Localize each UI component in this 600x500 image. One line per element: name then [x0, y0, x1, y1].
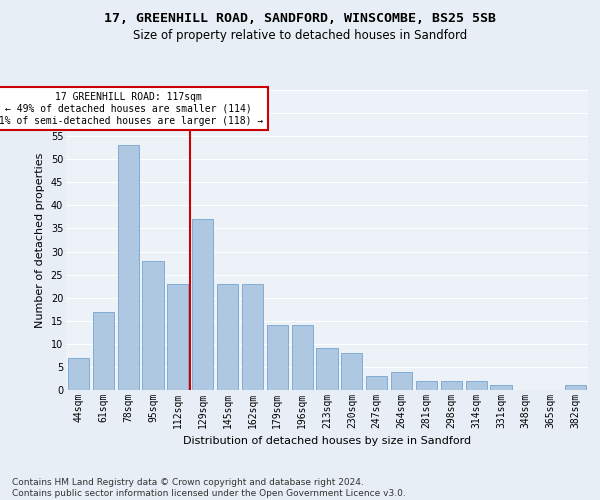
Bar: [490, 386, 512, 390]
Y-axis label: Number of detached properties: Number of detached properties: [35, 152, 45, 328]
Bar: [118, 146, 139, 390]
Text: 17 GREENHILL ROAD: 117sqm
← 49% of detached houses are smaller (114)
51% of semi: 17 GREENHILL ROAD: 117sqm ← 49% of detac…: [0, 92, 263, 126]
Text: 17, GREENHILL ROAD, SANDFORD, WINSCOMBE, BS25 5SB: 17, GREENHILL ROAD, SANDFORD, WINSCOMBE,…: [104, 12, 496, 26]
Bar: [68, 358, 89, 390]
Bar: [192, 219, 213, 390]
Bar: [441, 381, 462, 390]
Bar: [366, 376, 387, 390]
Bar: [217, 284, 238, 390]
Text: Contains HM Land Registry data © Crown copyright and database right 2024.
Contai: Contains HM Land Registry data © Crown c…: [12, 478, 406, 498]
Bar: [93, 312, 114, 390]
Text: Size of property relative to detached houses in Sandford: Size of property relative to detached ho…: [133, 29, 467, 42]
Bar: [142, 261, 164, 390]
Bar: [416, 381, 437, 390]
Bar: [466, 381, 487, 390]
Bar: [565, 386, 586, 390]
Bar: [391, 372, 412, 390]
Bar: [267, 326, 288, 390]
Bar: [242, 284, 263, 390]
Bar: [167, 284, 188, 390]
Bar: [316, 348, 338, 390]
Bar: [341, 353, 362, 390]
Bar: [292, 326, 313, 390]
X-axis label: Distribution of detached houses by size in Sandford: Distribution of detached houses by size …: [183, 436, 471, 446]
